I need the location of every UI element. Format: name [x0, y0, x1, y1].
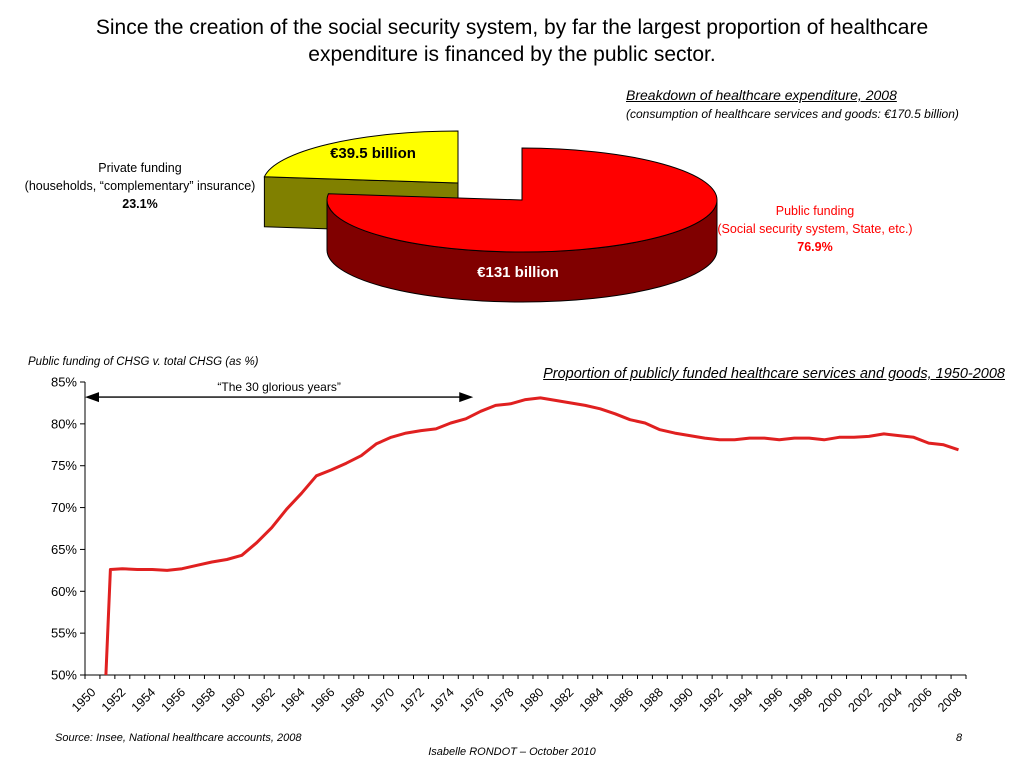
series-line-public-funding	[104, 396, 959, 676]
author-footer: Isabelle RONDOT – October 2010	[428, 746, 596, 758]
x-tick-label: 1968	[338, 685, 368, 715]
x-tick-label: 1976	[457, 685, 487, 715]
slide-title: Since the creation of the social securit…	[95, 16, 929, 66]
x-tick-label: 1986	[607, 685, 637, 715]
x-tick-label: 2002	[845, 685, 875, 715]
x-tick-label: 1994	[726, 685, 756, 715]
public-funding-percent: 76.9%	[797, 240, 833, 254]
x-tick-label: 1982	[547, 685, 577, 715]
x-tick-label: 1972	[398, 685, 428, 715]
x-tick-label: 2008	[935, 685, 965, 715]
x-tick-label: 1960	[218, 685, 248, 715]
x-tick-label: 1958	[188, 685, 218, 715]
pie-chart-title: Breakdown of healthcare expenditure, 200…	[626, 87, 897, 103]
y-axis: 50% 55% 60% 65% 70% 75% 80% 85%	[51, 375, 86, 683]
x-tick-label: 1998	[786, 685, 816, 715]
x-tick-label: 1962	[248, 685, 278, 715]
y-tick-label: 55%	[51, 626, 77, 641]
x-tick-label: 1970	[368, 685, 398, 715]
y-tick-label: 50%	[51, 668, 77, 683]
y-tick-label: 80%	[51, 416, 77, 431]
pie-slice-private	[263, 130, 459, 184]
x-tick-label: 1980	[517, 685, 547, 715]
x-tick-label: 1984	[577, 685, 607, 715]
x-tick-label: 2004	[875, 685, 905, 715]
y-tick-label: 70%	[51, 500, 77, 515]
x-tick-label: 1956	[159, 685, 189, 715]
private-funding-name: Private funding	[98, 161, 182, 175]
x-tick-label: 1952	[99, 685, 129, 715]
pie-legend-private: Private funding (households, “complement…	[0, 159, 280, 213]
x-tick-label: 1978	[487, 685, 517, 715]
x-tick-label: 1988	[636, 685, 666, 715]
private-funding-detail: (households, “complementary” insurance)	[24, 179, 256, 193]
x-tick-label: 1954	[129, 685, 159, 715]
public-funding-detail: (Social security system, State, etc.)	[717, 222, 913, 236]
y-tick-label: 85%	[51, 375, 77, 390]
annotation-arrowhead-left	[85, 392, 99, 403]
y-tick-label: 75%	[51, 458, 77, 473]
y-tick-label: 65%	[51, 542, 77, 557]
x-tick-label: 2000	[816, 685, 846, 715]
annotation-arrow: “The 30 glorious years”	[85, 380, 474, 403]
annotation-text: “The 30 glorious years”	[217, 380, 340, 394]
x-tick-label: 1996	[756, 685, 786, 715]
pie-legend-public: Public funding (Social security system, …	[690, 202, 940, 256]
x-tick-label: 1950	[69, 685, 99, 715]
pie-slice-public	[326, 147, 718, 253]
annotation-arrowhead-right	[459, 392, 474, 403]
x-tick-label: 1990	[666, 685, 696, 715]
source-note: Source: Insee, National healthcare accou…	[55, 732, 302, 744]
y-tick-label: 60%	[51, 584, 77, 599]
private-funding-percent: 23.1%	[122, 197, 158, 211]
public-funding-name: Public funding	[775, 204, 855, 218]
x-tick-label: 1974	[427, 685, 457, 715]
pie-chart-subtitle: (consumption of healthcare services and …	[626, 107, 959, 121]
pie-chart: €39.5 billion €131 billion	[263, 130, 718, 303]
x-tick-label: 1964	[278, 685, 308, 715]
page-number: 8	[956, 732, 963, 744]
x-tick-label: 1992	[696, 685, 726, 715]
x-tick-label: 2006	[905, 685, 935, 715]
x-axis: 1950 1952 1954 1956 1958 1960 1962 1964 1966 1968…	[69, 674, 967, 715]
line-chart-title: Proportion of publicly funded healthcare…	[543, 366, 1005, 382]
line-chart-ylabel: Public funding of CHSG v. total CHSG (as…	[28, 356, 259, 368]
pie-amount-label-public: €131 billion	[477, 264, 559, 281]
series	[104, 396, 959, 676]
pie-amount-label-private: €39.5 billion	[330, 145, 416, 162]
x-tick-label: 1966	[308, 685, 338, 715]
